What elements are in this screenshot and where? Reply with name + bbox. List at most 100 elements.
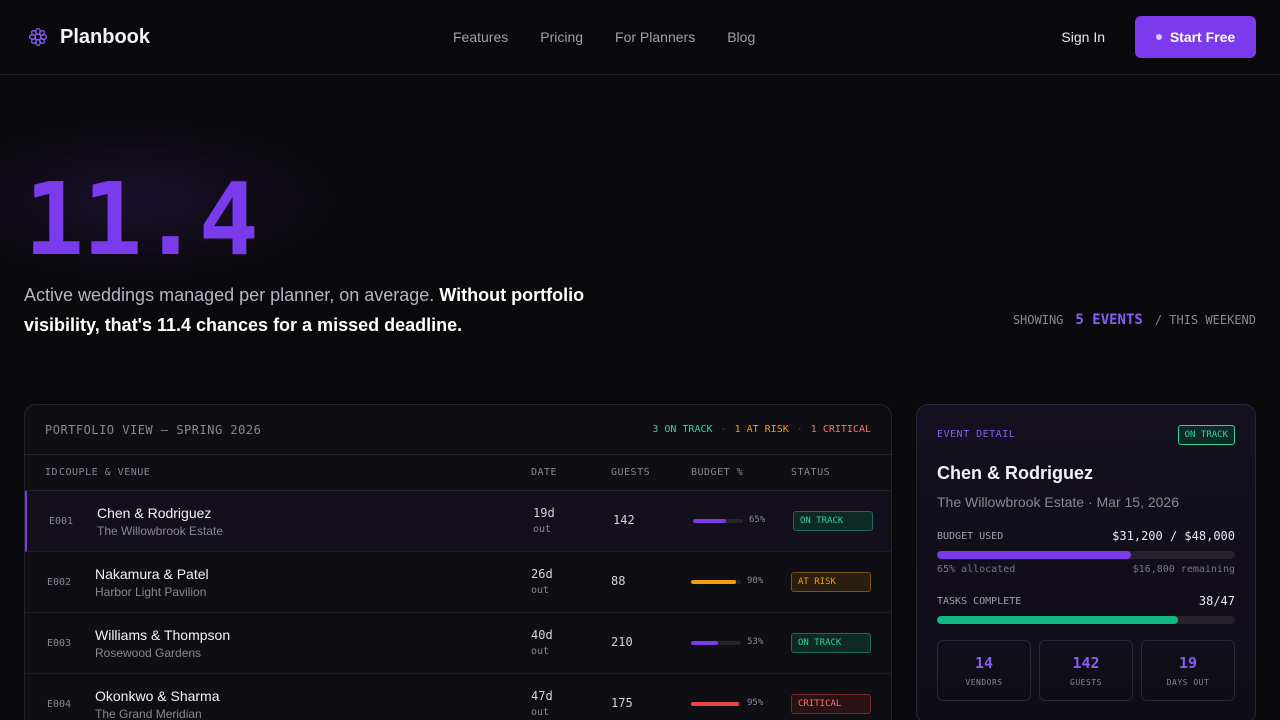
event-id: E002 — [47, 577, 72, 588]
couple-name: Nakamura & Patel — [95, 566, 209, 582]
days-until: 40d — [531, 628, 553, 642]
col-header-date[interactable]: DATE — [531, 467, 558, 478]
event-id: E003 — [47, 638, 72, 649]
hero-stat-number: 11.4 — [24, 161, 259, 278]
venue-name: The Grand Meridian — [95, 707, 202, 720]
budget-percent: 90% — [747, 576, 764, 586]
gear-flower-icon — [28, 27, 48, 47]
event-id: E001 — [49, 516, 74, 527]
event-status-badge: ON TRACK — [1177, 425, 1235, 445]
status-badge: ON TRACK — [793, 511, 873, 531]
budget-percent: 65% — [749, 515, 766, 525]
tasks-progress-fill — [937, 616, 1179, 624]
event-id: E004 — [47, 699, 72, 710]
top-nav: Planbook Features Pricing For Planners B… — [0, 0, 1280, 75]
budget-bar-fill — [693, 519, 726, 523]
hero-description: Active weddings managed per planner, on … — [24, 280, 624, 340]
tasks-progress-bar — [937, 616, 1235, 624]
portfolio-summary: 3 ON TRACK · 1 AT RISK · 1 CRITICAL — [652, 424, 871, 435]
couple-name: Chen & Rodriguez — [97, 505, 212, 521]
event-stats: 14 VENDORS 142 GUESTS 19 DAYS OUT — [937, 640, 1235, 701]
stat-value: 142 — [1072, 654, 1100, 672]
stat-guests[interactable]: 142 GUESTS — [1039, 640, 1133, 701]
showing-count: 5 EVENTS — [1075, 312, 1143, 328]
nav-link-pricing[interactable]: Pricing — [540, 29, 584, 45]
days-out-label: out — [533, 524, 552, 535]
nav-actions: Sign In Start Free — [1061, 16, 1256, 58]
table-header: ID COUPLE & VENUE DATE GUESTS BUDGET % S… — [25, 455, 891, 491]
status-badge: ON TRACK — [791, 633, 871, 653]
stat-value: 19 — [1178, 654, 1198, 672]
days-until: 19d — [533, 506, 555, 520]
col-header-id[interactable]: ID — [45, 467, 59, 478]
couple-name: Williams & Thompson — [95, 627, 231, 643]
showing-indicator: SHOWING 5 EVENTS / THIS WEEKEND — [1013, 312, 1256, 328]
dot-icon — [1155, 34, 1162, 40]
budget-bar-fill — [691, 702, 739, 706]
stat-vendors[interactable]: 14 VENDORS — [937, 640, 1031, 701]
couple-name: Okonkwo & Sharma — [95, 688, 220, 704]
portfolio-table: PORTFOLIO VIEW — SPRING 2026 3 ON TRACK … — [24, 404, 892, 720]
summary-separator: · — [720, 424, 727, 435]
summary-separator: · — [796, 424, 803, 435]
status-badge: AT RISK — [791, 572, 871, 592]
col-header-status[interactable]: STATUS — [791, 467, 831, 478]
event-detail-card: EVENT DETAIL ON TRACK Chen & Rodriguez T… — [916, 404, 1256, 720]
budget-percent: 95% — [747, 698, 764, 708]
budget-used-value: $31,200 / $48,000 — [1112, 529, 1235, 543]
hero-glow — [0, 120, 340, 280]
col-header-couple[interactable]: COUPLE & VENUE — [59, 467, 151, 478]
budget-percent: 53% — [747, 637, 764, 647]
table-body: E001 Chen & Rodriguez The Willowbrook Esta… — [25, 491, 891, 720]
guest-count: 175 — [611, 696, 633, 710]
nav-link-features[interactable]: Features — [453, 29, 509, 45]
budget-allocated: 65% allocated — [937, 564, 1016, 575]
days-out-label: out — [531, 585, 550, 596]
tasks-complete-label: TASKS COMPLETE — [937, 596, 1022, 607]
budget-used-label: BUDGET USED — [937, 531, 1004, 542]
hero-description-bold: Without portfolio visibility, that's 11.… — [24, 285, 585, 335]
budget-bar-fill — [691, 641, 718, 645]
stat-label: GUESTS — [1070, 678, 1102, 687]
stat-days-out[interactable]: 19 DAYS OUT — [1141, 640, 1235, 701]
venue-name: Harbor Light Pavilion — [95, 585, 207, 599]
table-row[interactable]: E001 Chen & Rodriguez The Willowbrook Esta… — [25, 491, 891, 552]
portfolio-title: PORTFOLIO VIEW — SPRING 2026 — [45, 422, 262, 437]
stat-label: DAYS OUT — [1166, 678, 1210, 687]
budget-remaining: $16,800 remaining — [1132, 564, 1235, 575]
budget-progress-fill — [937, 551, 1131, 559]
budget-bar — [691, 641, 741, 645]
nav-links: Features Pricing For Planners Blog — [453, 0, 755, 74]
budget-bar — [693, 519, 743, 523]
summary-at-risk: 1 AT RISK — [734, 424, 789, 435]
stat-label: VENDORS — [965, 678, 1003, 687]
budget-bar — [691, 702, 741, 706]
budget-bar-fill — [691, 580, 736, 584]
event-detail-label: EVENT DETAIL — [937, 429, 1016, 440]
table-row[interactable]: E002 Nakamura & Patel Harbor Light Pavilio… — [25, 552, 891, 613]
brand[interactable]: Planbook — [28, 26, 150, 49]
tasks-complete-value: 38/47 — [1198, 594, 1235, 608]
days-out-label: out — [531, 646, 550, 657]
table-row[interactable]: E003 Williams & Thompson Rosewood Gardens 4… — [25, 613, 891, 674]
col-header-guests[interactable]: GUESTS — [611, 467, 651, 478]
event-couple-name: Chen & Rodriguez — [937, 463, 1093, 483]
summary-on-track: 3 ON TRACK — [652, 424, 713, 435]
event-venue-date: The Willowbrook Estate · Mar 15, 2026 — [937, 494, 1179, 510]
guest-count: 210 — [611, 635, 633, 649]
showing-suffix: / THIS WEEKEND — [1154, 313, 1256, 327]
hero-description-plain: Active weddings managed per planner, on … — [24, 285, 440, 305]
status-badge: CRITICAL — [791, 694, 871, 714]
budget-progress-bar — [937, 551, 1235, 559]
col-header-budget[interactable]: BUDGET % — [691, 467, 744, 478]
days-out-label: out — [531, 707, 550, 718]
venue-name: The Willowbrook Estate — [97, 524, 224, 538]
budget-bar — [691, 580, 741, 584]
sign-in-button[interactable]: Sign In — [1061, 29, 1105, 45]
brand-name: Planbook — [60, 25, 151, 48]
summary-critical: 1 CRITICAL — [810, 424, 871, 435]
table-row[interactable]: E004 Okonkwo & Sharma The Grand Meridian 47… — [25, 674, 891, 720]
start-free-button[interactable]: Start Free — [1135, 16, 1256, 58]
nav-link-blog[interactable]: Blog — [727, 29, 756, 45]
nav-link-for-planners[interactable]: For Planners — [615, 29, 696, 45]
